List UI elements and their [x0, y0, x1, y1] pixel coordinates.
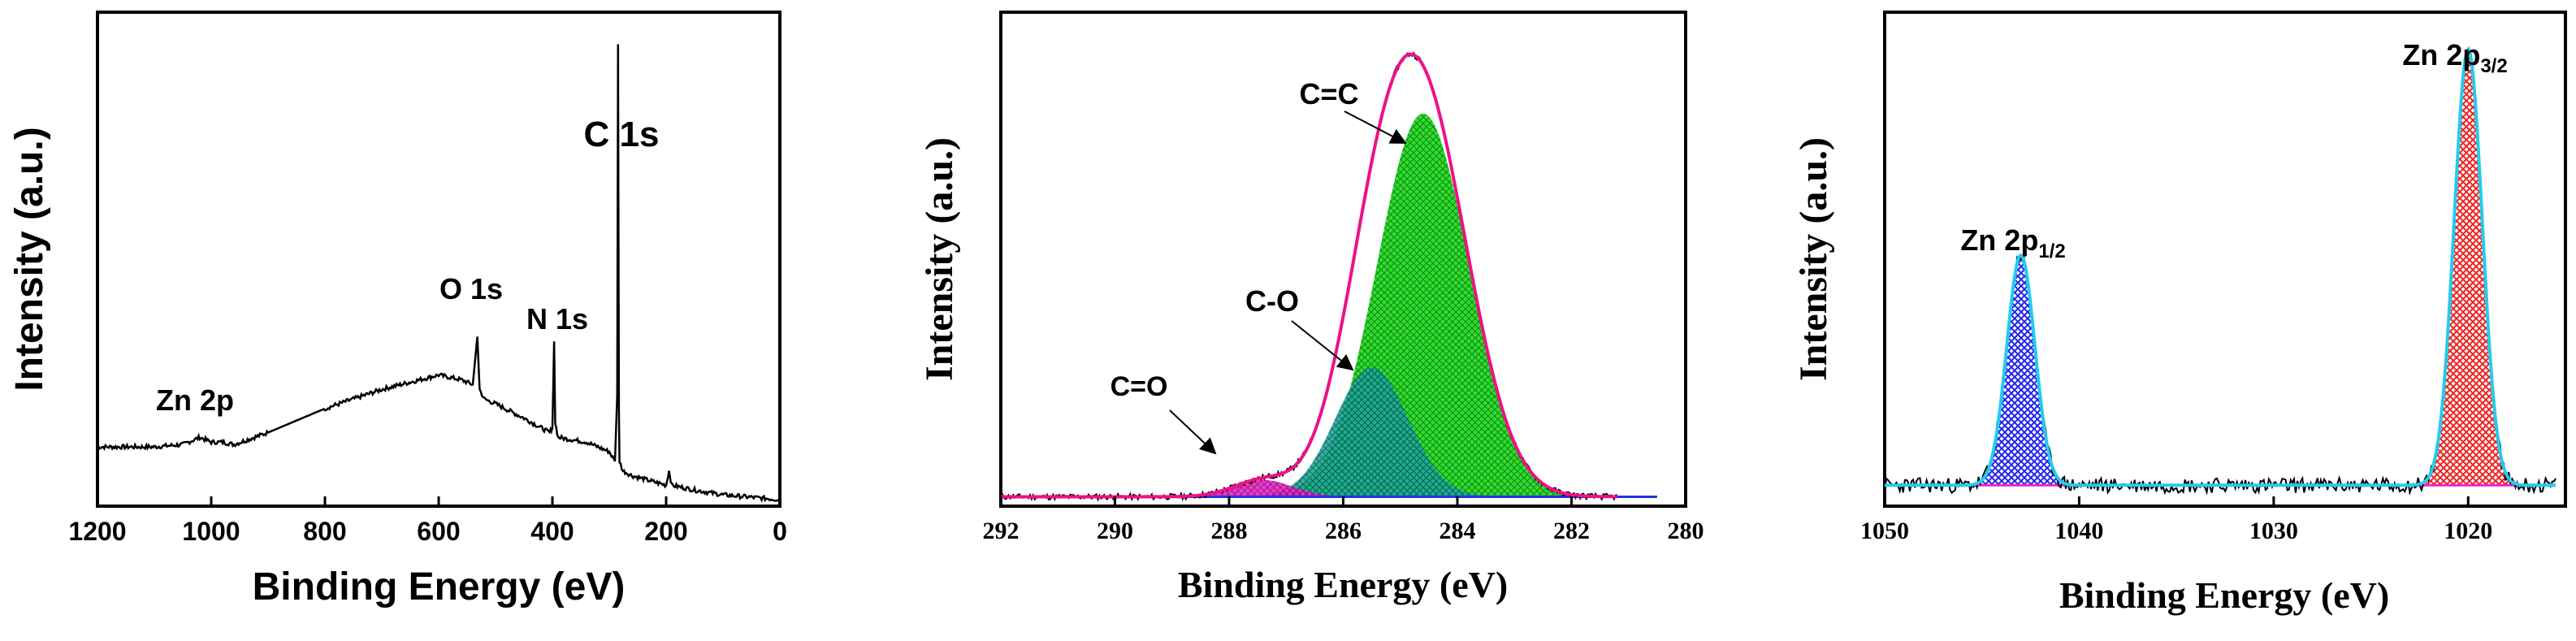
zn2p-axes-frame [1883, 11, 2567, 508]
p2-x-tick-label: 282 [1553, 518, 1590, 544]
c1s-envelope-line [1001, 52, 1617, 499]
zn2p-peak-1-2 [1948, 255, 2094, 486]
survey-x-axis-label: Binding Energy (eV) [253, 565, 626, 609]
annotation-c-double-o: C=O [1110, 371, 1168, 402]
p3-x-tick-label: 1050 [1860, 518, 1909, 544]
c1s-x-ticks: 292 290 288 286 284 282 280 [983, 496, 1704, 544]
survey-x-tick-label: 1000 [182, 517, 240, 546]
survey-x-tick-label: 1200 [68, 517, 126, 546]
annotation-zn-2p-1-2: Zn 2p1/2 [1960, 223, 2065, 262]
survey-x-ticks: 1200 1000 800 600 400 200 0 [68, 496, 787, 546]
annotation-c-1s: C 1s [584, 115, 660, 154]
p2-x-tick-label: 290 [1097, 518, 1133, 544]
c1s-peak-cc [1184, 113, 1662, 497]
c1s-y-axis-label: Intensity (a.u.) [918, 137, 961, 381]
survey-x-tick-label: 0 [773, 517, 787, 546]
arrow-cc [1344, 110, 1407, 144]
zn2p-x-axis-label: Binding Energy (eV) [2059, 574, 2389, 616]
annotation-co: C-O [1245, 284, 1299, 318]
zn2p-x-ticks: 1050 1040 1030 1020 [1860, 496, 2492, 544]
p2-x-tick-label: 286 [1325, 518, 1362, 544]
p3-x-tick-label: 1040 [2054, 518, 2103, 544]
arrow-c-double-o [1169, 409, 1217, 455]
zn2p-envelope-line [1885, 45, 2556, 487]
zn2p-y-axis-label: Intensity (a.u.) [1792, 137, 1835, 381]
annotation-cc: C=C [1299, 77, 1358, 110]
c1s-panel: 292 290 288 286 284 282 280 Binding Energy (eV… [918, 11, 1704, 605]
survey-spectrum-line [97, 44, 781, 503]
c1s-raw-data-line [1000, 51, 1617, 502]
c1s-x-axis-label: Binding Energy (eV) [1178, 564, 1508, 605]
survey-axes-frame [96, 11, 781, 508]
survey-x-tick-label: 800 [303, 517, 346, 546]
arrow-co [1291, 320, 1354, 371]
survey-x-tick-label: 400 [530, 517, 574, 546]
zn2p-peak-3-2 [2395, 49, 2541, 486]
survey-panel: 1200 1000 800 600 400 200 0 Binding Energy (eV… [8, 11, 787, 609]
annotation-zn-2p: Zn 2p [156, 383, 234, 417]
p2-x-tick-label: 288 [1211, 518, 1248, 544]
c1s-peak-co [1183, 367, 1561, 497]
annotation-zn-2p-3-2: Zn 2p3/2 [2402, 38, 2507, 77]
c1s-peak-c-double-o [1112, 479, 1414, 497]
p2-x-tick-label: 284 [1440, 518, 1476, 544]
survey-y-axis-label: Intensity (a.u.) [8, 127, 51, 391]
zn2p-panel: 1050 1040 1030 1020 Binding Energy (eV) Int… [1792, 11, 2567, 616]
annotation-n-1s: N 1s [526, 302, 588, 336]
p3-x-tick-label: 1020 [2444, 518, 2492, 544]
p2-x-tick-label: 280 [1668, 518, 1704, 544]
p3-x-tick-label: 1030 [2249, 518, 2298, 544]
p2-x-tick-label: 292 [983, 518, 1020, 544]
survey-x-tick-label: 600 [417, 517, 460, 546]
survey-x-tick-label: 200 [644, 517, 687, 546]
annotation-o-1s: O 1s [439, 272, 503, 305]
